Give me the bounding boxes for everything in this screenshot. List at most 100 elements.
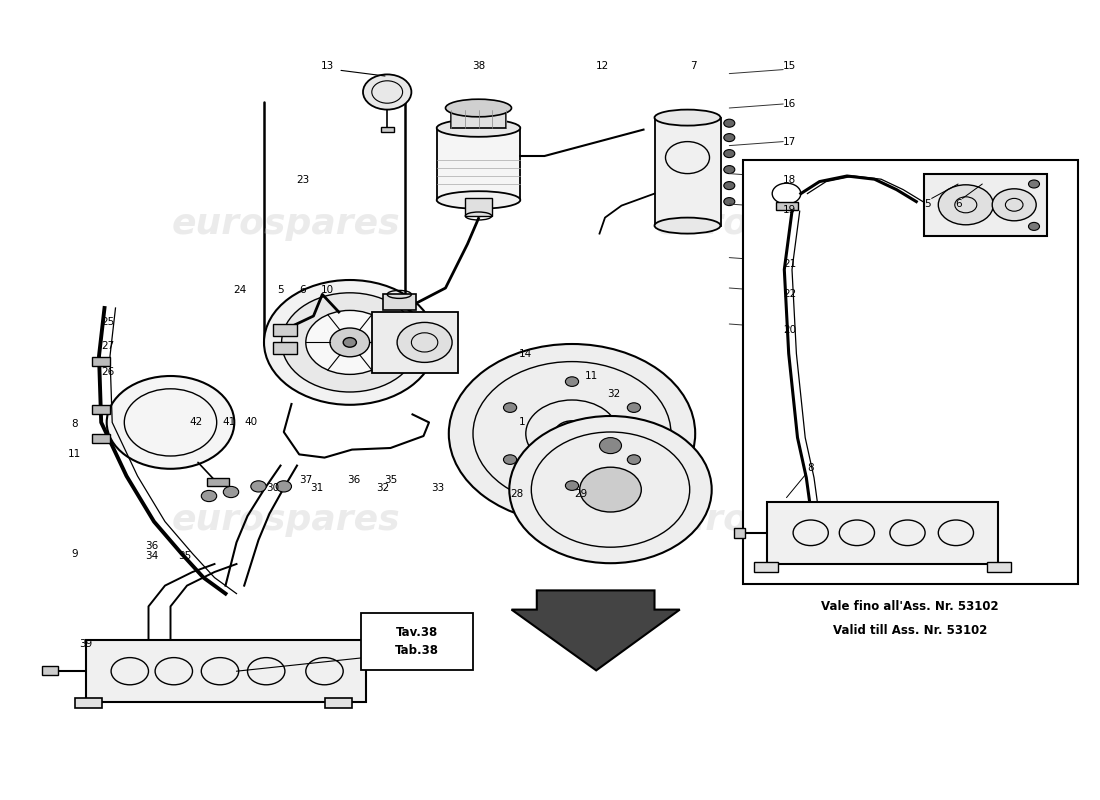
Text: eurospares: eurospares — [656, 503, 884, 537]
Text: 32: 32 — [607, 389, 620, 398]
Text: 14: 14 — [519, 349, 532, 358]
Bar — [451, 108, 506, 128]
Text: 18: 18 — [783, 175, 796, 185]
Text: 6: 6 — [299, 285, 306, 294]
Text: Valid till Ass. Nr. 53102: Valid till Ass. Nr. 53102 — [833, 624, 988, 637]
Text: 19: 19 — [783, 205, 796, 214]
Text: 34: 34 — [145, 551, 158, 561]
Text: 29: 29 — [574, 490, 587, 499]
Text: 24: 24 — [233, 285, 246, 294]
Circle shape — [600, 438, 621, 454]
Text: 36: 36 — [348, 475, 361, 485]
Circle shape — [1028, 180, 1040, 188]
Text: 41: 41 — [222, 418, 235, 427]
Text: 1: 1 — [519, 418, 526, 427]
Bar — [273, 342, 297, 354]
Bar — [776, 202, 798, 210]
Text: 13: 13 — [321, 61, 334, 70]
Ellipse shape — [654, 218, 720, 234]
Circle shape — [565, 377, 579, 386]
Text: 35: 35 — [178, 551, 191, 561]
Text: 31: 31 — [310, 483, 323, 493]
Bar — [92, 405, 110, 414]
Text: 32: 32 — [376, 483, 389, 493]
Circle shape — [397, 322, 452, 362]
Circle shape — [724, 182, 735, 190]
Circle shape — [724, 166, 735, 174]
Circle shape — [992, 189, 1036, 221]
Ellipse shape — [437, 119, 520, 137]
Text: 7: 7 — [690, 61, 696, 70]
Bar — [207, 478, 229, 486]
Text: 6: 6 — [955, 199, 961, 209]
Bar — [754, 562, 778, 572]
Bar — [86, 640, 366, 702]
Circle shape — [724, 198, 735, 206]
Text: 26: 26 — [101, 367, 114, 377]
Text: 15: 15 — [783, 61, 796, 70]
Circle shape — [264, 280, 436, 405]
Text: 5: 5 — [277, 285, 284, 294]
Text: 8: 8 — [807, 463, 814, 473]
Text: 40: 40 — [244, 418, 257, 427]
Bar — [361, 613, 473, 670]
Bar — [273, 324, 297, 336]
Bar — [924, 174, 1047, 236]
Text: 16: 16 — [783, 99, 796, 109]
Text: eurospares: eurospares — [172, 503, 400, 537]
Bar — [324, 698, 352, 708]
Text: 8: 8 — [72, 419, 78, 429]
Circle shape — [509, 416, 712, 563]
Circle shape — [107, 376, 234, 469]
Circle shape — [343, 338, 356, 347]
Text: 12: 12 — [596, 61, 609, 70]
Text: eurospares: eurospares — [656, 207, 884, 241]
Bar — [42, 666, 58, 675]
Circle shape — [1028, 222, 1040, 230]
Text: 38: 38 — [472, 61, 485, 70]
Circle shape — [724, 119, 735, 127]
Circle shape — [251, 481, 266, 492]
Text: 42: 42 — [189, 418, 202, 427]
Text: 9: 9 — [72, 549, 78, 558]
Text: 11: 11 — [68, 450, 81, 459]
Bar — [465, 198, 492, 216]
Circle shape — [938, 185, 993, 225]
Bar — [742, 160, 1078, 584]
Text: 17: 17 — [783, 138, 796, 147]
Text: Vale fino all'Ass. Nr. 53102: Vale fino all'Ass. Nr. 53102 — [822, 600, 999, 613]
Text: 10: 10 — [321, 285, 334, 294]
Circle shape — [223, 486, 239, 498]
Bar — [383, 294, 416, 310]
Circle shape — [306, 310, 394, 374]
Text: 5: 5 — [924, 199, 931, 209]
Circle shape — [282, 293, 418, 392]
Bar — [987, 562, 1011, 572]
Circle shape — [724, 150, 735, 158]
Text: 25: 25 — [101, 317, 114, 326]
Circle shape — [565, 481, 579, 490]
Text: 36: 36 — [145, 541, 158, 550]
Ellipse shape — [437, 191, 520, 209]
Bar — [381, 127, 394, 132]
Text: 28: 28 — [510, 490, 524, 499]
Bar — [75, 698, 102, 708]
Text: 21: 21 — [783, 259, 796, 269]
Circle shape — [627, 454, 640, 464]
Bar — [734, 528, 745, 538]
Circle shape — [580, 467, 641, 512]
Bar — [767, 502, 998, 564]
Text: 11: 11 — [585, 371, 598, 381]
Ellipse shape — [446, 99, 512, 117]
Circle shape — [504, 403, 517, 413]
Text: eurospares: eurospares — [172, 207, 400, 241]
Circle shape — [330, 328, 370, 357]
Text: 39: 39 — [79, 639, 92, 649]
Text: Tav.38
Tab.38: Tav.38 Tab.38 — [395, 626, 439, 657]
Text: 33: 33 — [431, 483, 444, 493]
Bar — [654, 118, 720, 226]
Text: 20: 20 — [783, 325, 796, 334]
Bar — [372, 312, 458, 373]
Polygon shape — [512, 590, 680, 670]
Text: 30: 30 — [266, 483, 279, 493]
